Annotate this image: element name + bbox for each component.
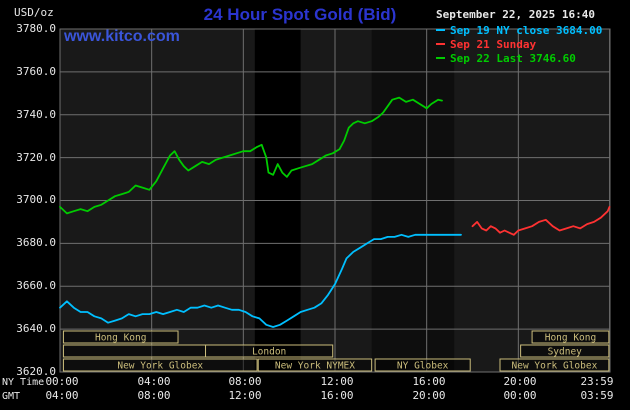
legend-label: Sep 19 NY close 3684.00 <box>450 24 603 37</box>
session-box <box>62 330 179 344</box>
price-series-sep21 <box>471 205 611 236</box>
x-tick-gmt: 08:00 <box>137 389 171 402</box>
legend-dash-icon <box>436 57 445 59</box>
x-tick-ny: 23:59 <box>580 375 614 388</box>
legend-dash-icon <box>436 29 445 31</box>
session-box <box>257 358 373 372</box>
x-tick-ny: 12:00 <box>320 375 354 388</box>
y-axis-units-label: USD/oz <box>14 6 54 19</box>
legend-label: Sep 21 Sunday <box>450 38 537 51</box>
y-tick-label: 3760.0 <box>16 65 56 78</box>
session-label: Hong Kong <box>545 333 596 344</box>
chart-title: 24 Hour Spot Gold (Bid) <box>203 5 397 24</box>
session-box <box>520 344 610 358</box>
x-tick-gmt: 16:00 <box>320 389 354 402</box>
price-series-sep22 <box>59 96 443 215</box>
y-tick-label: 3660.0 <box>16 279 56 292</box>
x-axis-ny-label: NY Time <box>2 377 45 388</box>
y-tick-label: 3680.0 <box>16 236 56 249</box>
session-label: New York Globex <box>117 361 203 372</box>
x-tick-gmt: 03:59 <box>580 389 614 402</box>
legend-label: Sep 22 Last 3746.60 <box>450 52 576 65</box>
legend-item-sep22: Sep 22 Last 3746.60 <box>436 52 576 65</box>
plot-frame <box>59 28 611 373</box>
session-label: London <box>252 347 286 358</box>
legend-item-sep21: Sep 21 Sunday <box>436 38 536 51</box>
session-box <box>374 358 471 372</box>
x-tick-gmt: 20:00 <box>412 389 446 402</box>
session-box <box>499 358 610 372</box>
session-label: Sydney <box>548 347 583 358</box>
x-tick-ny: 20:00 <box>503 375 537 388</box>
session-label: NY Globex <box>397 361 449 372</box>
x-tick-ny: 08:00 <box>228 375 262 388</box>
y-tick-label: 3640.0 <box>16 322 56 335</box>
legend-item-sep19: Sep 19 NY close 3684.00 <box>436 24 602 37</box>
session-label: New York Globex <box>512 361 598 372</box>
price-series-sep19 <box>59 233 462 328</box>
y-tick-label: 3780.0 <box>16 22 56 35</box>
session-box <box>62 344 207 358</box>
x-tick-ny: 04:00 <box>137 375 171 388</box>
legend-dash-icon <box>436 43 445 45</box>
datetime-label: September 22, 2025 16:40 <box>436 8 595 21</box>
x-tick-gmt: 00:00 <box>503 389 537 402</box>
x-tick-gmt: 12:00 <box>228 389 262 402</box>
session-label: Hong Kong <box>95 333 146 344</box>
session-box <box>62 358 258 372</box>
y-tick-label: 3700.0 <box>16 193 56 206</box>
x-axis-gmt-label: GMT <box>2 391 21 402</box>
x-tick-gmt: 04:00 <box>45 389 79 402</box>
session-label: New York NYMEX <box>275 361 355 372</box>
kitco-watermark-link[interactable]: www.kitco.com <box>64 28 180 45</box>
x-tick-ny: 00:00 <box>45 375 79 388</box>
x-tick-ny: 16:00 <box>412 375 446 388</box>
y-tick-label: 3720.0 <box>16 151 56 164</box>
y-tick-label: 3620.0 <box>16 365 56 378</box>
session-box <box>205 344 334 358</box>
y-tick-label: 3740.0 <box>16 108 56 121</box>
session-box <box>531 330 610 344</box>
